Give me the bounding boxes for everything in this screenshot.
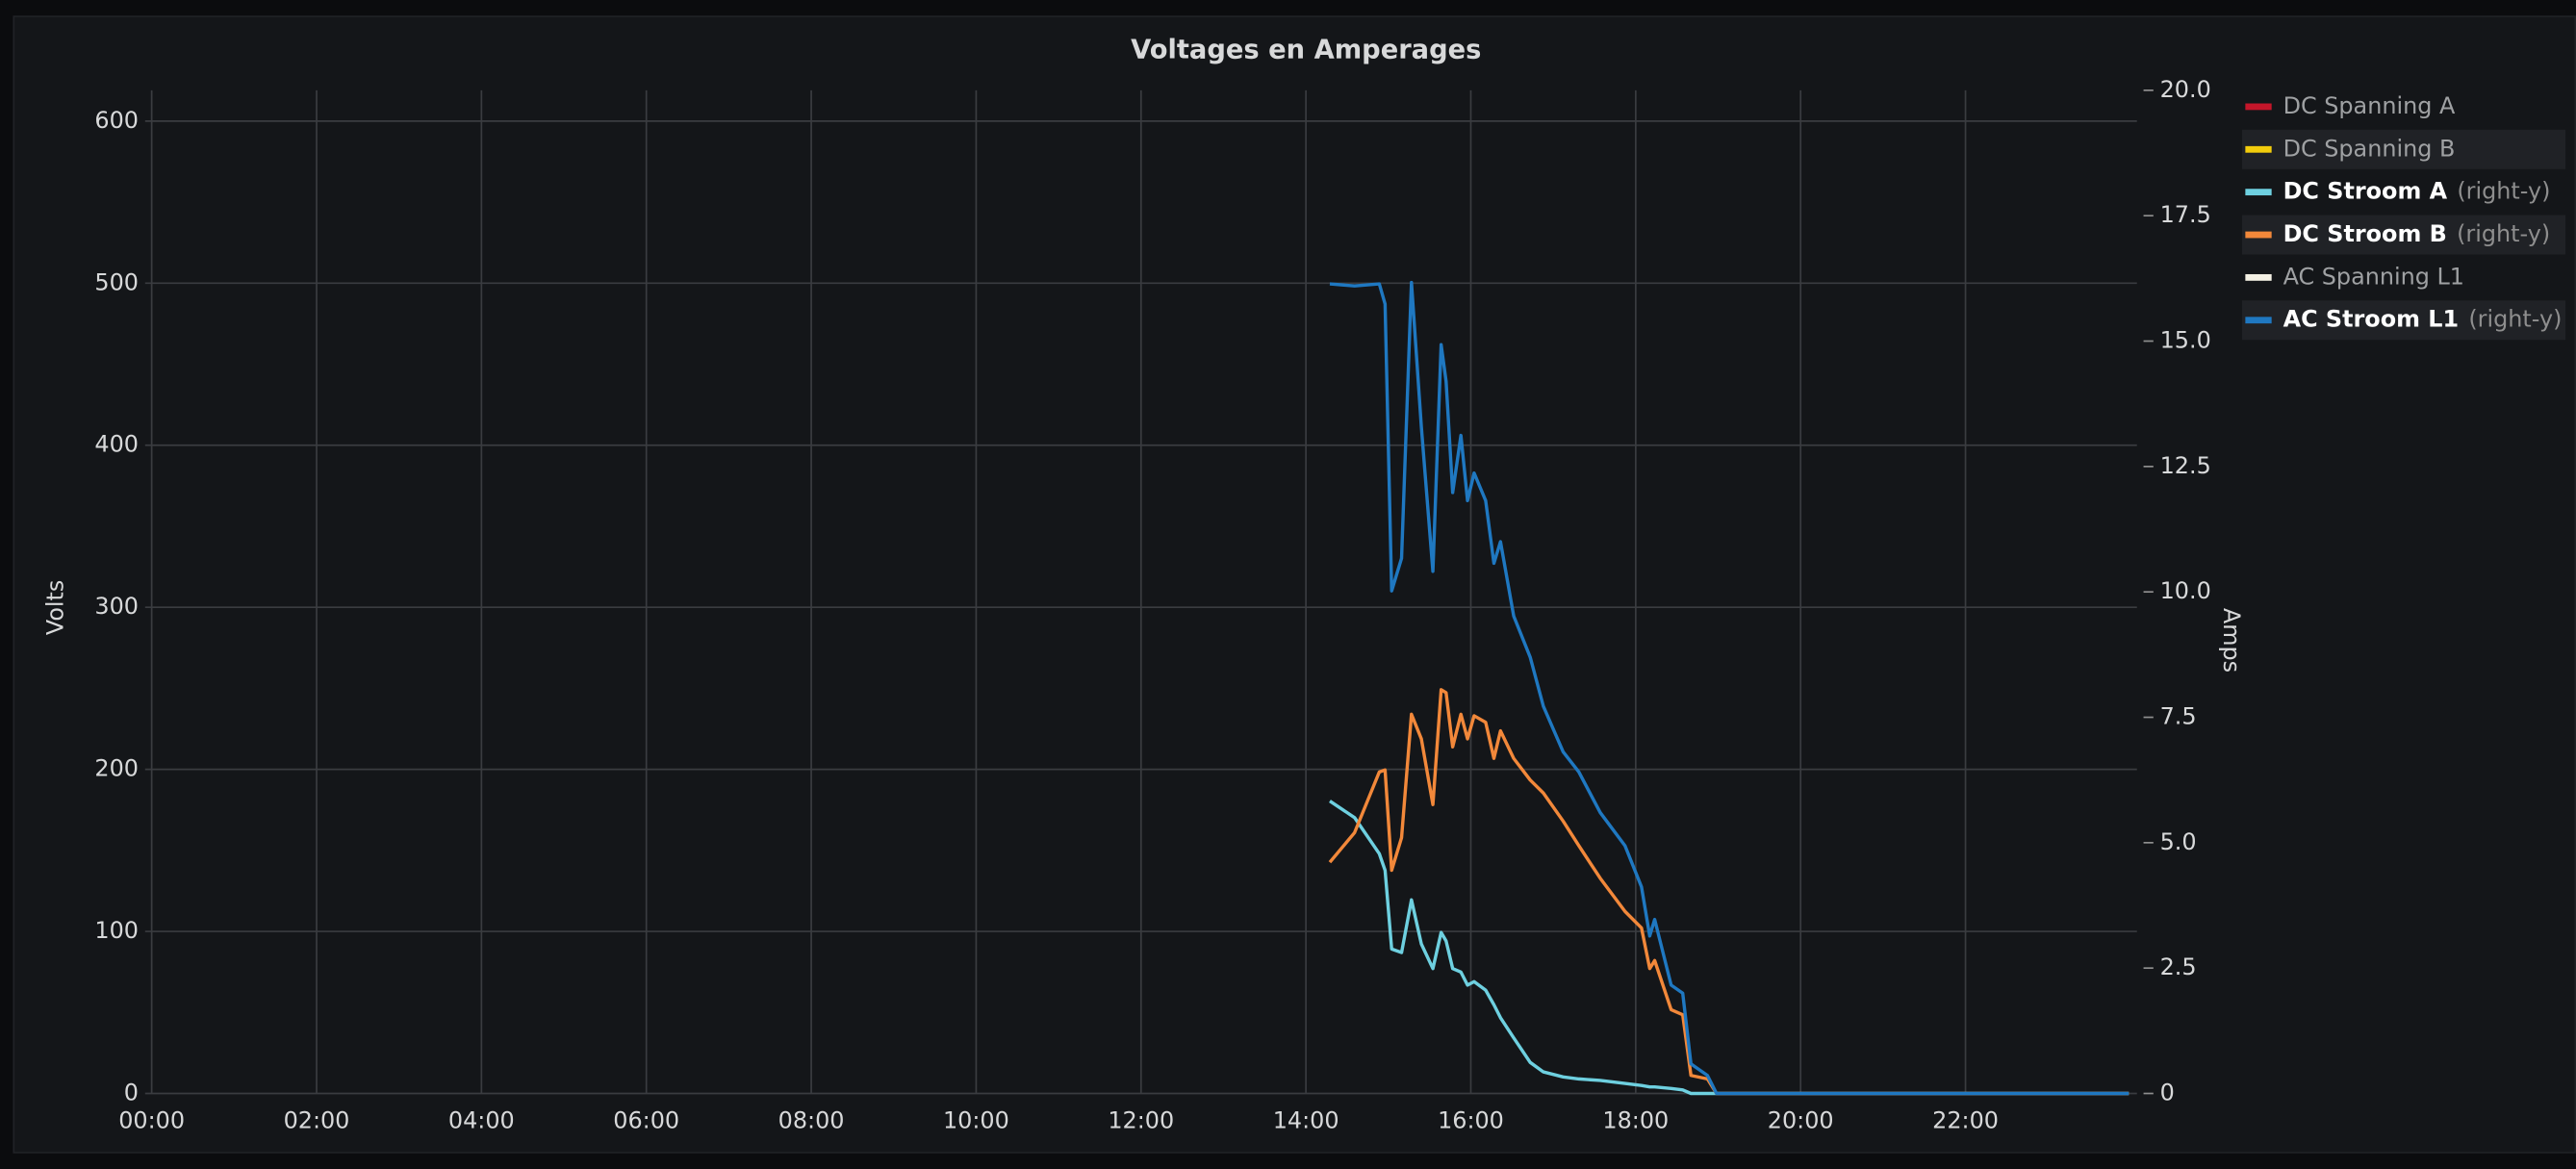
legend-swatch [2245,145,2272,153]
x-tick-label: 08:00 [778,1107,845,1134]
y-axis-label: Volts [42,580,69,636]
y-tick-label: 200 [94,755,139,782]
x-tick-label: 14:00 [1273,1107,1339,1134]
x-tick-label: 04:00 [448,1107,515,1134]
legend-suffix: (right-y) [2468,306,2562,333]
legend-suffix: (right-y) [2457,178,2550,205]
x-tick-label: 12:00 [1108,1107,1174,1134]
legend: DC Spanning A DC Spanning B DC Stroom A (ri… [2241,92,2566,341]
y2-tick-label: 5.0 [2160,828,2197,855]
y-tick-label: 500 [94,268,139,295]
legend-swatch [2245,231,2272,239]
series-line [1329,280,2130,1096]
legend-item[interactable]: AC Stroom L1 (right-y) [2241,300,2566,341]
legend-item[interactable]: DC Spanning B [2241,129,2566,169]
y2-tick-label: 12.5 [2160,452,2211,479]
y-tick-label: 0 [124,1080,139,1106]
chart-title: Voltages en Amperages [1131,35,1481,64]
y2-tick-label: 2.5 [2160,953,2197,980]
legend-label: AC Stroom L1 [2283,306,2460,333]
legend-label: DC Spanning B [2283,135,2456,162]
x-tick-label: 16:00 [1438,1107,1504,1134]
legend-item[interactable]: DC Stroom B (right-y) [2241,215,2566,255]
legend-bg [2241,300,2566,341]
x-tick-label: 22:00 [1932,1107,1999,1134]
legend-swatch [2245,103,2272,111]
x-tick-label: 20:00 [1768,1107,1834,1134]
series-line [1329,800,2130,1096]
legend-label: DC Spanning A [2283,92,2456,119]
legend-bg [2241,215,2566,255]
y-tick-label: 300 [94,593,139,620]
legend-swatch [2245,189,2272,196]
panel [13,15,2576,1154]
x-tick-label: 10:00 [943,1107,1009,1134]
legend-bg [2241,129,2566,169]
y-tick-label: 600 [94,107,139,134]
legend-swatch [2245,317,2272,324]
legend-swatch [2245,273,2272,281]
y-tick-label: 100 [94,917,139,944]
y2-tick-label: 17.5 [2160,201,2211,228]
legend-label: DC Stroom B [2283,220,2447,247]
y2-tick-label: 7.5 [2160,703,2197,730]
y-tick-label: 400 [94,431,139,458]
y2-tick-label: 10.0 [2160,577,2211,604]
legend-item[interactable]: AC Spanning L1 [2245,263,2464,290]
y2-axis-label: Amps [2218,608,2245,673]
x-tick-label: 02:00 [284,1107,350,1134]
x-tick-label: 00:00 [118,1107,185,1134]
x-tick-label: 06:00 [613,1107,679,1134]
y2-tick-label: 0 [2160,1080,2175,1106]
legend-suffix: (right-y) [2457,220,2550,247]
y2-tick-label: 20.0 [2160,76,2211,103]
y2-tick-label: 15.0 [2160,327,2211,354]
legend-label: DC Stroom A [2283,178,2448,205]
legend-item[interactable]: DC Stroom A (right-y) [2245,178,2550,205]
series-line [1328,688,2130,1096]
legend-label: AC Spanning L1 [2283,263,2464,290]
legend-item[interactable]: DC Spanning A [2245,92,2456,119]
x-tick-label: 18:00 [1602,1107,1669,1134]
